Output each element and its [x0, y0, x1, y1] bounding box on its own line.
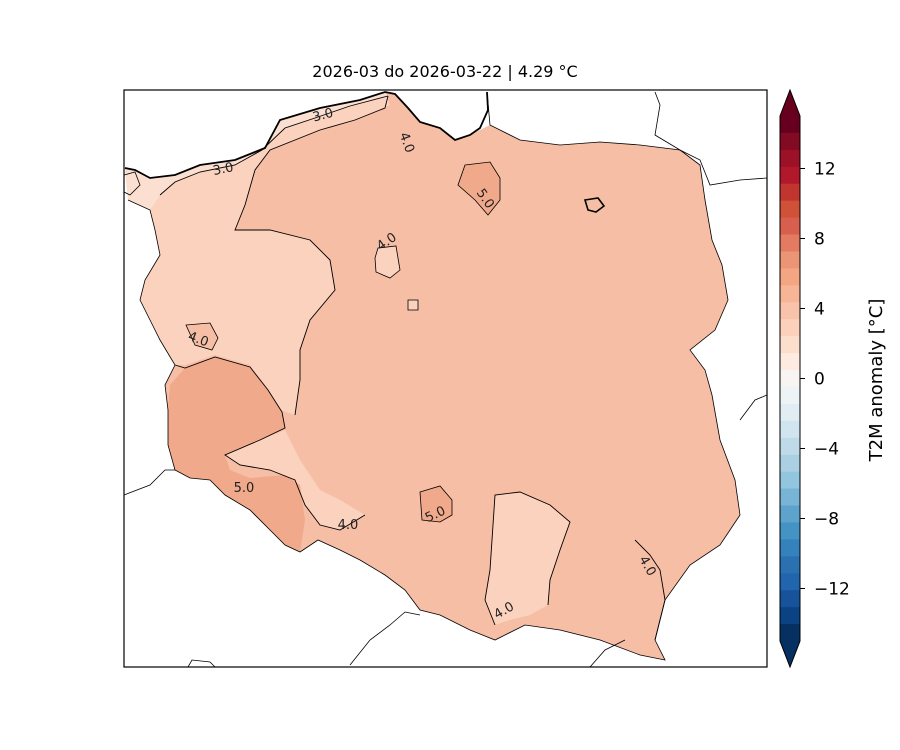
colorbar-segment	[780, 234, 800, 252]
colorbar-extend-max	[780, 90, 800, 116]
colorbar-outline	[779, 88, 801, 669]
colorbar-segment	[780, 251, 800, 269]
contour-4-line-southwest	[174, 356, 366, 531]
contour-lines	[159, 95, 666, 641]
colorbar-segment	[780, 116, 800, 134]
baltic-coastline	[124, 91, 489, 179]
colorbar-segment	[780, 539, 800, 557]
colorbar-segment	[780, 319, 800, 337]
colorbar-segment	[780, 166, 800, 185]
poland-border	[127, 91, 741, 661]
contour-label: 4.0	[186, 329, 211, 350]
contour-label: 5.0	[234, 481, 255, 496]
anomaly-region-5-6-center	[419, 485, 453, 523]
contour-island-center-north	[374, 245, 401, 279]
colorbar-label: T2M anomaly [°C]	[866, 299, 887, 463]
colorbar-segment	[780, 471, 800, 490]
colorbar-segment	[780, 285, 800, 303]
colorbar-segment	[780, 149, 800, 168]
colorbar-segment	[780, 217, 800, 236]
colorbar-segment	[780, 132, 800, 151]
colorbar: 12 8 4 0 −4 −8 −12	[779, 88, 850, 669]
colorbar-segment	[780, 522, 800, 540]
colorbar-segment	[780, 556, 800, 574]
contour-label: 4.0	[396, 131, 417, 156]
colorbar-tick-label: −12	[814, 580, 850, 600]
colorbar-segment	[780, 505, 800, 523]
border-ukraine	[739, 394, 767, 421]
contour-label: 3.0	[311, 106, 335, 126]
contour-4-line-southeast	[484, 491, 571, 626]
contour-island-west	[185, 322, 219, 351]
border-lithuania-belarus	[654, 91, 767, 186]
colorbar-tick-label: 8	[814, 230, 825, 250]
colorbar-segment	[780, 437, 800, 456]
map-frame	[123, 89, 768, 668]
colorbar-segment	[780, 624, 800, 642]
contour-island-center	[407, 299, 419, 311]
contour-label: 4.0	[338, 518, 359, 533]
kaliningrad-lake	[583, 197, 606, 213]
colorbar-segment	[780, 403, 800, 422]
border-germany-bottom	[187, 659, 216, 667]
colorbar-segment	[780, 370, 800, 388]
colorbar-segment	[780, 302, 800, 320]
colorbar-segment	[780, 590, 800, 608]
border-czech-slovakia	[349, 611, 421, 666]
anomaly-region-2-3-coast	[125, 92, 388, 210]
border-slovakia-hungary	[589, 639, 626, 667]
colorbar-tick-label: −8	[814, 510, 839, 530]
colorbar-segment	[780, 183, 800, 202]
colorbar-segment	[780, 353, 800, 371]
contour-4-line-north	[234, 95, 389, 416]
anomaly-region-5-6-southwest	[168, 357, 305, 552]
colorbar-segment	[780, 488, 800, 507]
colorbar-segment	[780, 268, 800, 286]
colorbar-segment	[780, 386, 800, 405]
border-rugen	[124, 171, 141, 196]
colorbar-segment	[780, 607, 800, 625]
colorbar-segment	[780, 336, 800, 354]
colorbar-segment	[780, 454, 800, 473]
map-title: 2026-03 do 2026-03-22 | 4.29 °C	[312, 62, 577, 81]
colorbar-tick-label: 0	[814, 370, 825, 390]
colorbar-segment	[780, 420, 800, 439]
colorbar-segment	[780, 573, 800, 591]
anomaly-region-5-6-northeast	[457, 161, 501, 216]
colorbar-tick-label: −4	[814, 440, 839, 460]
colorbar-extend-min	[780, 641, 800, 667]
colorbar-tick-label: 12	[814, 160, 836, 180]
neighbour-borders	[124, 91, 767, 667]
border-germany-czech	[124, 469, 175, 496]
colorbar-tick-label: 4	[814, 300, 825, 320]
contour-label: 3.0	[212, 160, 235, 179]
colorbar-segment	[780, 200, 800, 219]
map-area	[124, 90, 767, 667]
